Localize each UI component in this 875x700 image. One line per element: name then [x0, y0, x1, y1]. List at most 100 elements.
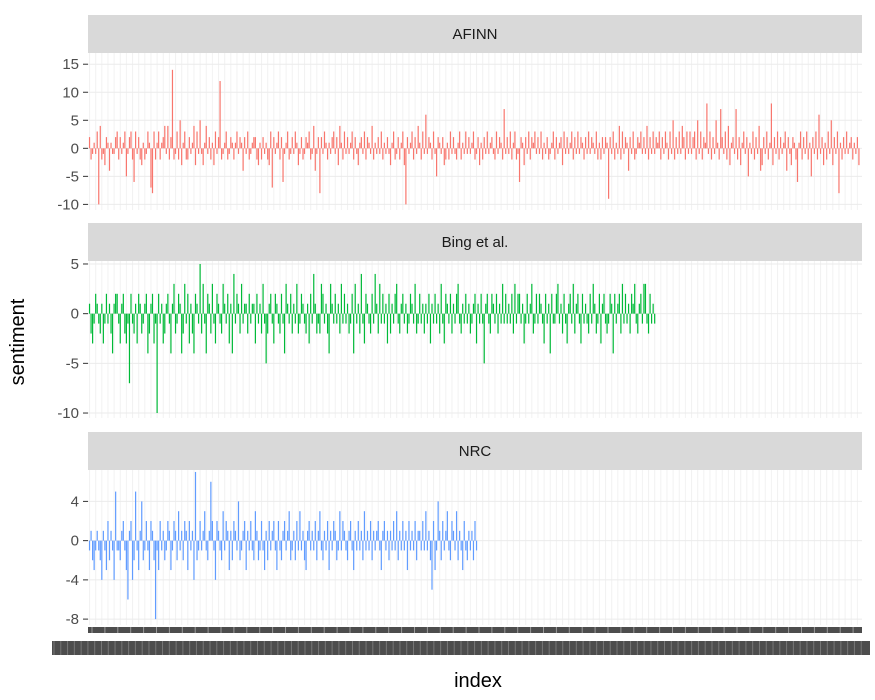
bar: [397, 137, 399, 149]
bar: [574, 313, 576, 334]
bar: [399, 530, 401, 541]
bar: [555, 293, 557, 314]
bar: [336, 540, 338, 561]
bar: [488, 148, 490, 154]
bar: [280, 137, 283, 149]
bar: [584, 303, 587, 314]
bar: [199, 263, 201, 314]
bar: [128, 137, 131, 149]
bar: [222, 511, 224, 541]
bar: [283, 313, 286, 354]
bar: [555, 137, 557, 149]
bar: [540, 131, 542, 149]
bar: [185, 313, 187, 324]
bar: [211, 142, 213, 149]
bar: [557, 283, 559, 314]
x-tick-band: [88, 627, 862, 633]
bar: [796, 148, 799, 182]
bar: [334, 530, 336, 541]
bar: [408, 521, 410, 541]
bar: [262, 137, 264, 149]
bar: [371, 125, 373, 149]
bar: [222, 283, 224, 314]
bar: [128, 313, 131, 384]
bar: [102, 313, 104, 344]
y-tick-label: -8: [66, 611, 79, 628]
bar: [617, 148, 619, 154]
bar: [515, 313, 518, 324]
bar: [285, 540, 287, 551]
bar: [248, 148, 250, 160]
bar: [459, 131, 461, 149]
bar: [171, 540, 174, 551]
bar: [331, 540, 333, 551]
bar: [763, 137, 765, 149]
bar: [632, 303, 634, 314]
bar: [216, 521, 218, 541]
bar: [412, 148, 415, 160]
bar: [268, 303, 270, 314]
bar: [171, 303, 174, 314]
bar: [326, 521, 329, 541]
bar: [568, 148, 570, 154]
bar: [305, 313, 307, 334]
bar: [431, 540, 433, 590]
bar: [497, 148, 499, 154]
bar: [666, 142, 668, 149]
bar: [500, 313, 502, 324]
bar: [348, 313, 350, 334]
bar: [170, 313, 172, 354]
bar: [156, 540, 158, 551]
bar: [233, 148, 235, 160]
bar: [535, 293, 538, 314]
bar: [158, 131, 160, 149]
bar: [236, 131, 238, 149]
bar: [142, 142, 144, 149]
bar: [457, 142, 459, 149]
bar: [170, 540, 172, 571]
bar: [107, 521, 109, 541]
bar: [823, 148, 825, 166]
bar: [371, 540, 373, 561]
bar: [194, 471, 197, 541]
bar: [343, 530, 346, 541]
bar: [445, 293, 447, 314]
bar: [333, 521, 335, 541]
bar: [402, 521, 404, 541]
bar: [532, 313, 534, 334]
bar: [400, 540, 402, 551]
bar: [690, 148, 693, 154]
bar: [609, 293, 611, 314]
bar: [254, 313, 256, 344]
bar: [482, 148, 484, 160]
bar: [425, 114, 427, 149]
bar: [581, 293, 584, 314]
bar: [190, 148, 192, 154]
bar: [560, 303, 562, 314]
facet-panel: AFINN -10 -5 0 5 10 15: [57, 15, 862, 213]
bar: [231, 313, 233, 354]
bar: [307, 142, 309, 149]
bar: [526, 293, 528, 314]
bar: [124, 540, 126, 551]
bar: [635, 313, 637, 324]
bar: [486, 131, 488, 149]
bar: [369, 148, 372, 154]
y-tick-label: -10: [57, 196, 79, 213]
bar: [95, 293, 97, 314]
bar: [98, 540, 100, 551]
bar: [257, 540, 260, 561]
bar: [150, 521, 152, 541]
bar: [350, 313, 352, 324]
bar: [503, 313, 505, 324]
bar: [201, 540, 203, 551]
bar: [546, 137, 548, 149]
bar: [237, 501, 240, 541]
bar-series: [88, 263, 656, 414]
bar: [529, 303, 531, 314]
bar: [138, 293, 140, 314]
bar: [162, 313, 164, 344]
bar: [459, 313, 461, 324]
bar: [108, 148, 111, 171]
bar: [769, 142, 771, 149]
